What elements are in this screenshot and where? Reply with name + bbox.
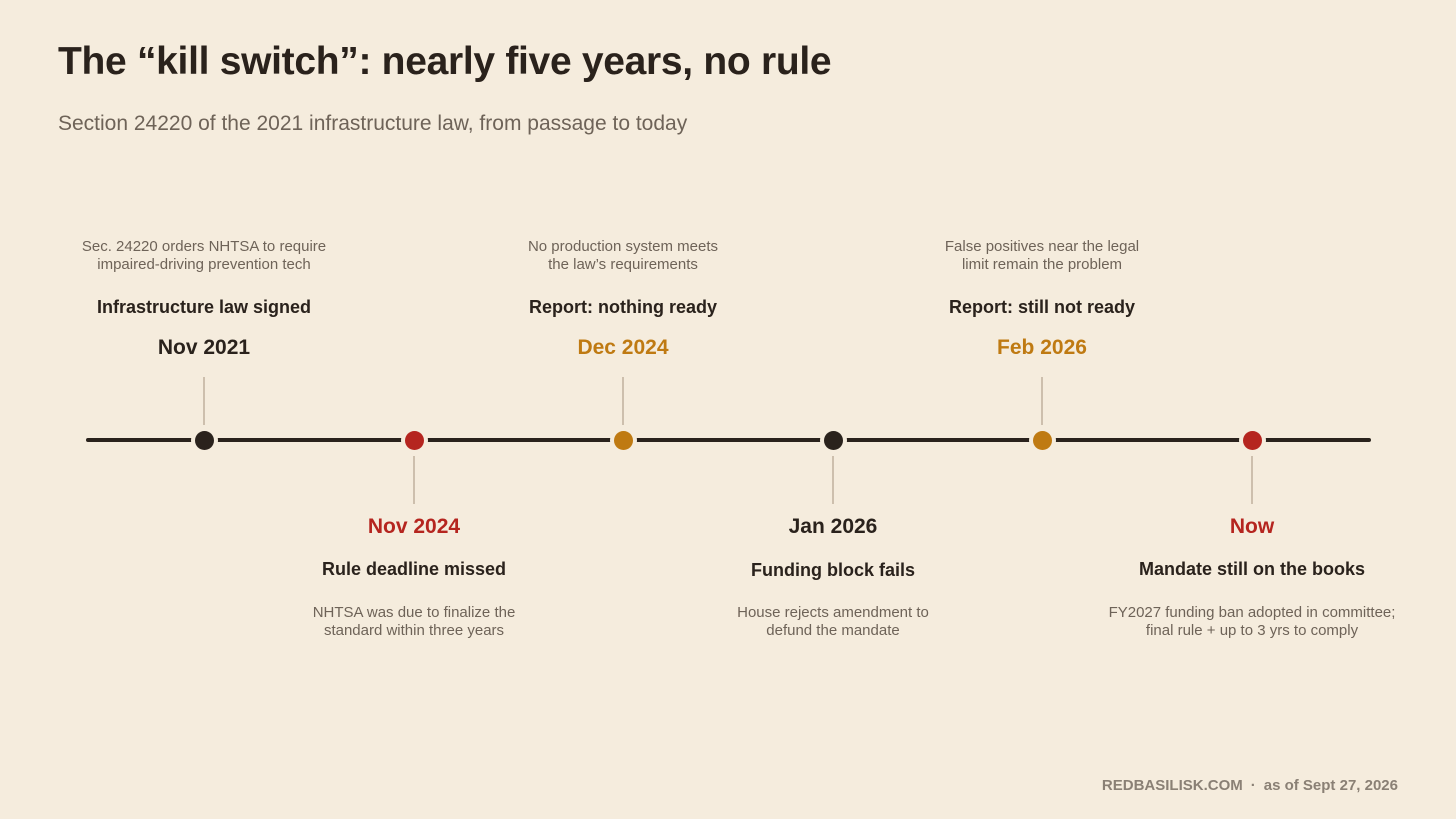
event-description-line: defund the mandate bbox=[766, 622, 900, 639]
event-description-line: NHTSA was due to finalize the bbox=[312, 604, 516, 621]
event-marker bbox=[1032, 430, 1052, 450]
event-headline: Report: still not ready bbox=[948, 297, 1136, 317]
event-date: Nov 2021 bbox=[157, 336, 251, 359]
event-description: Sec. 24220 orders NHTSA to require impai… bbox=[44, 238, 364, 274]
page-subtitle: Section 24220 of the 2021 infrastructure… bbox=[58, 112, 688, 135]
event-date: Now bbox=[1229, 515, 1275, 538]
event-description-line: the law’s requirements bbox=[548, 256, 698, 273]
event-description-line: House rejects amendment to bbox=[737, 604, 929, 621]
event-marker bbox=[823, 430, 843, 450]
footer-date: as of Sept 27, 2026 bbox=[1263, 777, 1398, 794]
event-description-line: False positives near the legal bbox=[944, 238, 1140, 255]
timeline-axis bbox=[86, 438, 1371, 442]
footer-credit: REDBASILISK.COM · as of Sept 27, 2026 bbox=[1102, 777, 1398, 794]
event-description: House rejects amendment to defund the ma… bbox=[673, 604, 993, 640]
event-description-line: impaired-driving prevention tech bbox=[97, 256, 311, 273]
event-connector bbox=[622, 377, 624, 425]
event-description-line: Sec. 24220 orders NHTSA to require bbox=[81, 238, 327, 255]
event-marker bbox=[194, 430, 214, 450]
event-date: Nov 2024 bbox=[367, 515, 461, 538]
event-headline: Report: nothing ready bbox=[529, 297, 717, 317]
event-date: Jan 2026 bbox=[788, 515, 878, 538]
event-description-line: limit remain the problem bbox=[961, 256, 1123, 273]
event-headline: Mandate still on the books bbox=[1138, 559, 1366, 579]
event-headline: Funding block fails bbox=[750, 560, 915, 580]
event-description: False positives near the legal limit rem… bbox=[882, 238, 1202, 274]
event-description-line: standard within three years bbox=[323, 622, 505, 639]
event-connector bbox=[413, 456, 415, 504]
event-headline: Rule deadline missed bbox=[321, 559, 507, 579]
event-description-line: FY2027 funding ban adopted in committee; bbox=[1108, 604, 1396, 621]
footer-source: REDBASILISK.COM bbox=[1101, 777, 1243, 794]
event-description: FY2027 funding ban adopted in committee;… bbox=[1092, 604, 1412, 640]
event-connector bbox=[203, 377, 205, 425]
event-description-line: final rule + up to 3 yrs to comply bbox=[1145, 622, 1359, 639]
event-connector bbox=[1251, 456, 1253, 504]
event-date: Feb 2026 bbox=[997, 336, 1087, 359]
event-headline: Infrastructure law signed bbox=[96, 297, 312, 317]
event-date: Dec 2024 bbox=[577, 336, 669, 359]
event-description: No production system meets the law’s req… bbox=[463, 238, 783, 274]
footer-separator: · bbox=[1250, 777, 1256, 794]
event-description: NHTSA was due to finalize the standard w… bbox=[254, 604, 574, 640]
event-marker bbox=[613, 430, 633, 450]
event-marker bbox=[1242, 430, 1262, 450]
event-marker bbox=[404, 430, 424, 450]
event-connector bbox=[1041, 377, 1043, 425]
event-description-line: No production system meets bbox=[527, 238, 719, 255]
page-title: The “kill switch”: nearly five years, no… bbox=[58, 40, 832, 83]
event-connector bbox=[832, 456, 834, 504]
